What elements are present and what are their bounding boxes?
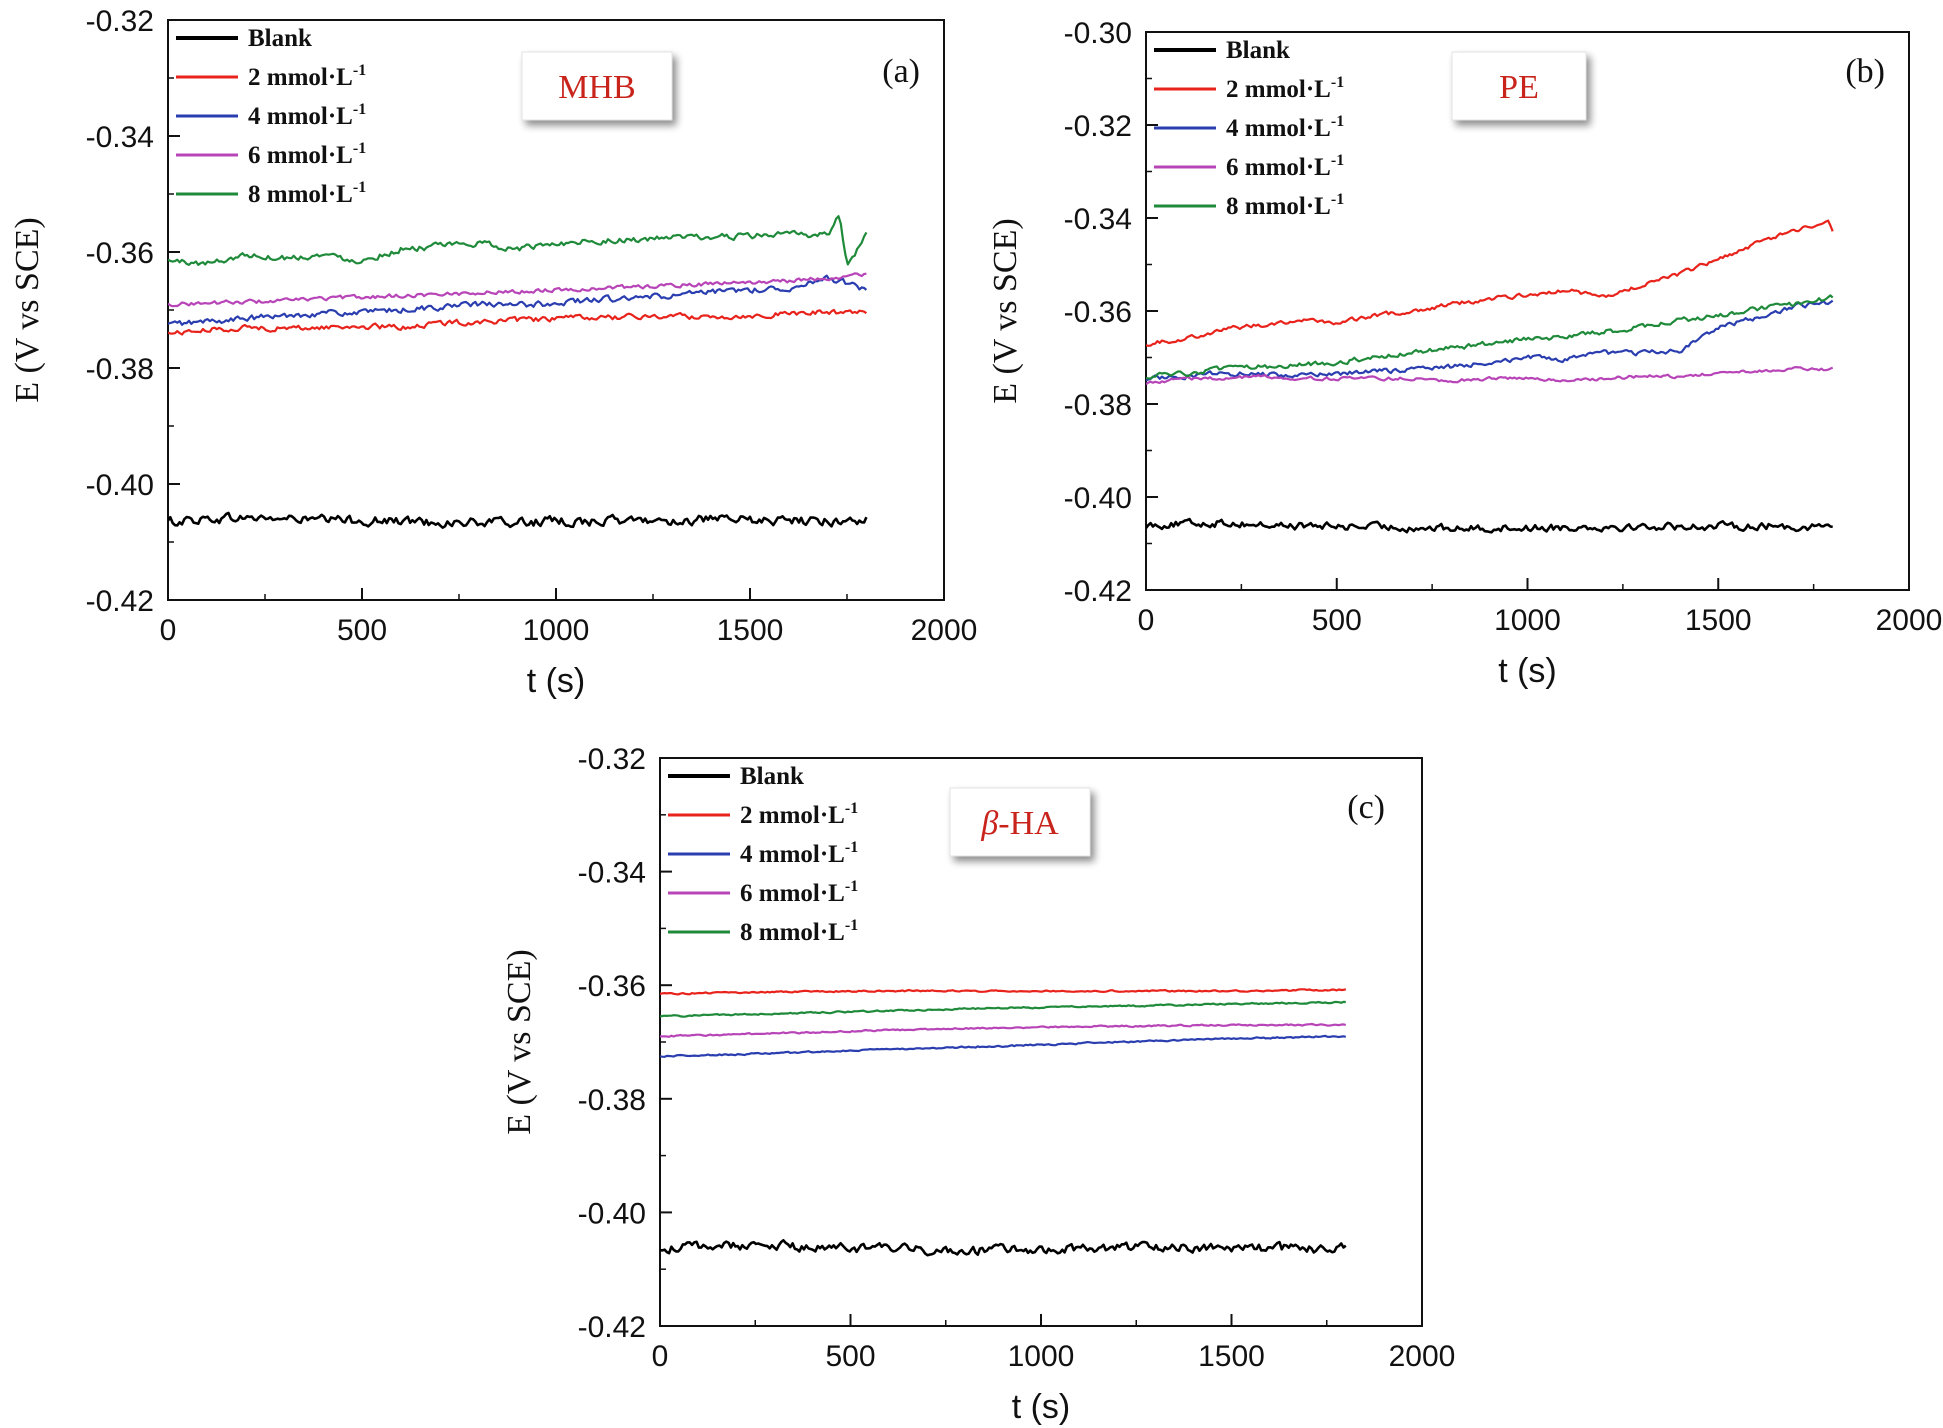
y-axis-title: E (V vs SCE) bbox=[987, 218, 1024, 403]
legend-entry: 6 mmol·L-1 bbox=[1226, 152, 1344, 181]
y-tick-label: -0.38 bbox=[86, 353, 154, 386]
legend-entry: Blank bbox=[1226, 37, 1290, 64]
sample-label-rest: -HA bbox=[998, 805, 1059, 842]
chart-panel-2: 0 500 1000 1500 2000 -0.42 -0.40 -0.38 -0.36 -0.3… bbox=[987, 17, 1942, 690]
legend-superscript: -1 bbox=[353, 62, 366, 79]
legend-entry: 8 mmol·L-1 bbox=[1226, 191, 1344, 220]
x-tick-label: 1500 bbox=[1198, 1340, 1265, 1373]
legend-entry: 8 mmol·L-1 bbox=[248, 179, 366, 208]
y-tick-label: -0.32 bbox=[86, 5, 154, 38]
legend-superscript: -1 bbox=[1331, 74, 1344, 91]
y-tick-label: -0.34 bbox=[578, 857, 646, 890]
sample-label-box bbox=[521, 51, 673, 121]
legend-entry: 6 mmol·L-1 bbox=[740, 878, 858, 907]
x-tick-label: 0 bbox=[1138, 604, 1155, 637]
legend-superscript: -1 bbox=[353, 101, 366, 118]
legend-entry: 4 mmol·L-1 bbox=[740, 839, 858, 868]
legend-superscript: -1 bbox=[1331, 152, 1344, 169]
x-tick-label: 0 bbox=[652, 1340, 669, 1373]
series-line-2 bbox=[1146, 219, 1834, 347]
legend-entry: 4 mmol·L-1 bbox=[1226, 113, 1344, 142]
y-tick-label: -0.30 bbox=[1064, 17, 1132, 50]
sample-label: PE bbox=[1499, 69, 1539, 106]
sample-label-box bbox=[1451, 51, 1587, 121]
sample-label: MHB bbox=[558, 69, 635, 106]
legend-superscript: -1 bbox=[845, 878, 858, 895]
series-line-3 bbox=[660, 1034, 1347, 1058]
y-tick-label: -0.36 bbox=[1064, 296, 1132, 329]
sample-label: β-HA bbox=[980, 805, 1059, 842]
x-axis-title: t (s) bbox=[1012, 1388, 1071, 1426]
legend-entry: 2 mmol·L-1 bbox=[740, 800, 858, 829]
series-line-1 bbox=[168, 511, 868, 529]
series-line-5 bbox=[660, 1000, 1346, 1018]
panel-letter: (c) bbox=[1347, 789, 1385, 826]
legend-superscript: -1 bbox=[845, 839, 858, 856]
legend-superscript: -1 bbox=[1331, 191, 1344, 208]
x-tick-label: 2000 bbox=[1389, 1340, 1456, 1373]
legend-entry: 8 mmol·L-1 bbox=[740, 917, 858, 946]
y-tick-label: -0.32 bbox=[1064, 110, 1132, 143]
x-tick-label: 500 bbox=[337, 614, 387, 647]
x-tick-label: 1000 bbox=[523, 614, 590, 647]
series-line-1 bbox=[660, 1239, 1347, 1257]
y-tick-label: -0.36 bbox=[86, 237, 154, 270]
sample-label-box bbox=[949, 787, 1091, 857]
y-tick-label: -0.36 bbox=[578, 970, 646, 1003]
x-tick-label: 1000 bbox=[1008, 1340, 1075, 1373]
series-line-4 bbox=[1146, 366, 1834, 386]
chart-panel-3: 0 500 1000 1500 2000 -0.42 -0.40 -0.38 -0.36 -0.3… bbox=[501, 743, 1455, 1426]
y-axis-title: E (V vs SCE) bbox=[9, 217, 46, 402]
legend-superscript: -1 bbox=[845, 917, 858, 934]
y-tick-label: -0.42 bbox=[578, 1311, 646, 1344]
x-axis-title: t (s) bbox=[1498, 652, 1557, 690]
legend-entry: Blank bbox=[248, 25, 312, 52]
x-tick-label: 2000 bbox=[911, 614, 978, 647]
legend-superscript: -1 bbox=[845, 800, 858, 817]
y-tick-label: -0.34 bbox=[1064, 203, 1132, 236]
x-tick-label: 2000 bbox=[1876, 604, 1943, 637]
series-line-2 bbox=[660, 988, 1347, 996]
series-line-3 bbox=[168, 274, 868, 326]
y-tick-label: -0.34 bbox=[86, 121, 154, 154]
y-tick-label: -0.40 bbox=[1064, 482, 1132, 515]
series-line-4 bbox=[660, 1022, 1347, 1038]
panel-letter: (b) bbox=[1845, 53, 1885, 90]
legend-superscript: -1 bbox=[353, 140, 366, 157]
series-line-2 bbox=[168, 308, 868, 336]
y-axis-title: E (V vs SCE) bbox=[501, 949, 538, 1134]
x-tick-label: 1500 bbox=[1685, 604, 1752, 637]
y-tick-label: -0.42 bbox=[1064, 575, 1132, 608]
y-tick-label: -0.38 bbox=[578, 1084, 646, 1117]
x-tick-label: 1000 bbox=[1494, 604, 1561, 637]
x-tick-label: 0 bbox=[160, 614, 177, 647]
y-tick-label: -0.40 bbox=[86, 469, 154, 502]
legend-superscript: -1 bbox=[1331, 113, 1344, 130]
series-line-1 bbox=[1146, 517, 1833, 534]
y-tick-label: -0.40 bbox=[578, 1197, 646, 1230]
x-tick-label: 500 bbox=[1312, 604, 1362, 637]
chart-panel-1: 0 500 1000 1500 2000 -0.42 -0.40 -0.38 -0.36 -0.3… bbox=[9, 5, 977, 700]
legend-entry: Blank bbox=[740, 763, 804, 790]
x-tick-label: 500 bbox=[825, 1340, 875, 1373]
y-tick-label: -0.32 bbox=[578, 743, 646, 776]
x-axis-title: t (s) bbox=[527, 662, 586, 700]
x-tick-label: 1500 bbox=[717, 614, 784, 647]
series-line-4 bbox=[168, 272, 867, 308]
series-line-3 bbox=[1146, 299, 1834, 382]
y-tick-label: -0.38 bbox=[1064, 389, 1132, 422]
panel-letter: (a) bbox=[882, 53, 920, 90]
sample-label-beta: β bbox=[980, 805, 998, 842]
legend-entry: 4 mmol·L-1 bbox=[248, 101, 366, 130]
series-line-5 bbox=[168, 215, 868, 266]
series-line-5 bbox=[1146, 294, 1834, 380]
legend-entry: 2 mmol·L-1 bbox=[1226, 74, 1344, 103]
y-tick-label: -0.42 bbox=[86, 585, 154, 618]
legend-superscript: -1 bbox=[353, 179, 366, 196]
legend-entry: 2 mmol·L-1 bbox=[248, 62, 366, 91]
legend-entry: 6 mmol·L-1 bbox=[248, 140, 366, 169]
